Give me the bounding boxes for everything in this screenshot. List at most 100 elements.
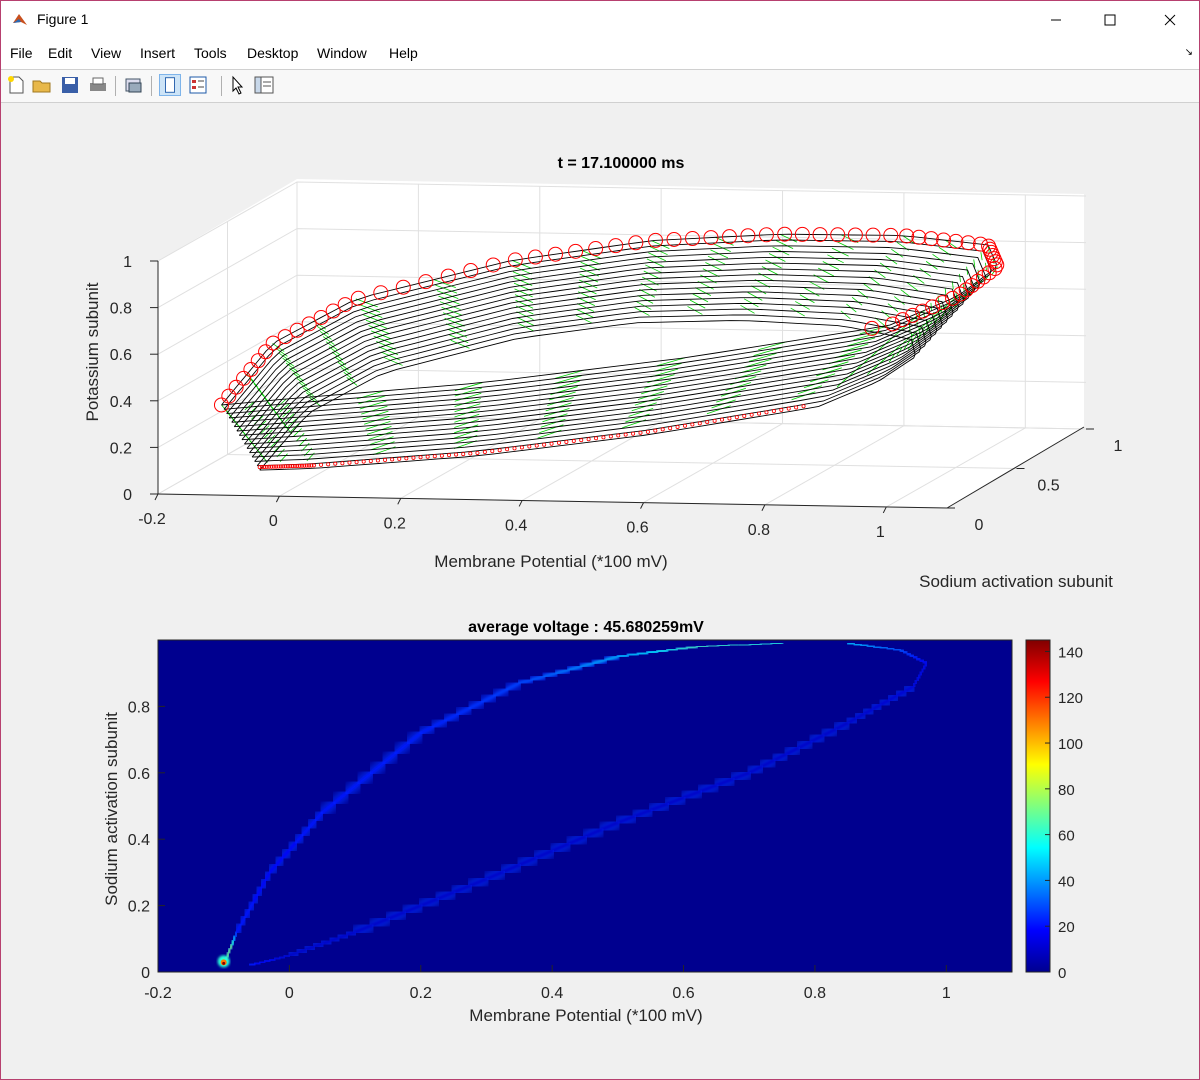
trajectory-marker (648, 232, 664, 248)
heatmap-background (158, 640, 1012, 972)
z-tick-label: 1 (123, 254, 132, 271)
trajectory-line (231, 256, 976, 423)
save-icon[interactable] (59, 74, 81, 96)
quiver-arrow (639, 288, 656, 298)
quiver-arrow (761, 266, 778, 275)
quiver-arrow (758, 341, 787, 351)
show-plot-tools-icon[interactable] (187, 74, 209, 96)
trajectory-marker (260, 465, 265, 470)
trajectory-marker (564, 439, 569, 444)
quiver-arrow (578, 279, 598, 289)
colorbar-tick-label: 60 (1058, 828, 1075, 845)
trajectory-marker (311, 463, 316, 468)
trajectory-marker (463, 263, 479, 279)
trajectory-marker (616, 433, 621, 438)
new-figure-icon[interactable] (5, 74, 27, 96)
quiver-arrow (340, 366, 352, 376)
quiver-arrow (991, 266, 998, 275)
hx-tick-label: 0.4 (541, 985, 563, 1002)
quiver-arrow (631, 402, 657, 412)
quiver-arrow (358, 303, 381, 313)
quiver-arrow (263, 429, 273, 439)
menu-window[interactable]: Window (317, 45, 367, 61)
menu-file[interactable]: File (10, 45, 33, 61)
trajectory-marker (347, 460, 352, 465)
trajectory-marker (623, 432, 628, 437)
trajectory-marker (945, 290, 961, 306)
print-icon[interactable] (87, 74, 109, 96)
trajectory-marker (512, 446, 517, 451)
trajectory-marker (952, 286, 968, 302)
trajectory-marker (313, 309, 329, 325)
quiver-arrow (641, 385, 668, 395)
trajectory-marker (395, 279, 411, 295)
trajectory-marker (749, 412, 754, 417)
quiver-arrow (635, 301, 652, 310)
quiver-arrow (433, 279, 456, 289)
quiver-arrow (689, 299, 706, 309)
menu-help[interactable]: Help (389, 45, 418, 61)
trajectory-marker (742, 414, 747, 419)
open-file-icon[interactable] (31, 74, 53, 96)
quiver-arrow (580, 261, 600, 271)
menu-edit[interactable]: Edit (48, 45, 73, 61)
trajectory-marker (292, 464, 297, 469)
trajectory-marker (697, 421, 702, 426)
x-tick-mark (518, 500, 523, 507)
quiver-arrow (725, 382, 752, 391)
trajectory-marker (588, 240, 604, 256)
grid-line (157, 228, 1087, 309)
trajectory-line (254, 308, 927, 462)
minimize-icon (1051, 19, 1061, 21)
trajectory-marker (285, 464, 290, 469)
open-property-inspector-icon[interactable] (253, 74, 275, 96)
quiver-arrow (874, 269, 886, 279)
quiver-arrow (360, 309, 383, 318)
menu-bar: File Edit View Insert Tools Desktop Wind… (1, 39, 1199, 69)
heatmap-frame (157, 639, 1013, 973)
menu-insert[interactable]: Insert (140, 45, 176, 61)
menu-view[interactable]: View (91, 45, 122, 61)
quiver-arrow (247, 406, 258, 415)
trajectory-marker (390, 457, 395, 462)
quiver-arrow (653, 363, 682, 372)
top-3d-plot[interactable]: -0.2 0 0.2 0.4 0.6 0.8 1 0 0.5 1 0 0.2 0.4 0.6 0.8 1 t … (83, 155, 1123, 591)
quiver-arrow (370, 330, 392, 340)
trajectory-marker (373, 285, 389, 301)
maximize-button[interactable] (1087, 1, 1133, 39)
quiver-arrow (361, 405, 388, 415)
trajectory-marker (299, 463, 304, 468)
quiver-arrow (906, 282, 918, 291)
minimize-button[interactable] (1033, 1, 1079, 39)
quiver-arrow (581, 255, 601, 265)
menu-desktop[interactable]: Desktop (247, 45, 299, 61)
trajectory-marker (989, 257, 1005, 273)
trajectory-marker (309, 463, 314, 468)
link-plot-icon[interactable] (123, 74, 145, 96)
hide-plot-tools-icon[interactable] (159, 74, 181, 96)
trajectory-marker (981, 265, 997, 281)
quiver-arrow (368, 325, 390, 334)
trajectory-marker (361, 459, 366, 464)
trajectory-marker (970, 273, 986, 289)
dock-arrow-icon[interactable]: ↘ (1184, 47, 1193, 58)
trajectory-line (221, 233, 997, 406)
bottom-heatmap-plot[interactable]: -0.2 0 0.2 0.4 0.6 0.8 1 0 0.2 0.4 0.6 0.8 average … (102, 619, 1083, 1025)
trajectory-marker (734, 415, 739, 420)
trajectory-marker (265, 335, 281, 351)
trajectory-marker (326, 462, 331, 467)
quiver-arrow (836, 241, 854, 250)
quiver-arrow (383, 357, 403, 366)
trajectory-marker (705, 420, 710, 425)
edit-plot-icon[interactable] (227, 74, 249, 96)
trajectory-marker (404, 456, 409, 461)
trajectory-marker (257, 465, 262, 470)
toolbar-separator (151, 76, 152, 96)
close-button[interactable] (1147, 1, 1193, 39)
quiver-arrow (977, 269, 980, 278)
colorbar[interactable] (1025, 639, 1051, 973)
menu-tools[interactable]: Tools (194, 45, 227, 61)
quiver-arrow (295, 377, 308, 387)
trajectory-marker (418, 455, 423, 460)
hy-tick-label: 0 (141, 965, 150, 982)
